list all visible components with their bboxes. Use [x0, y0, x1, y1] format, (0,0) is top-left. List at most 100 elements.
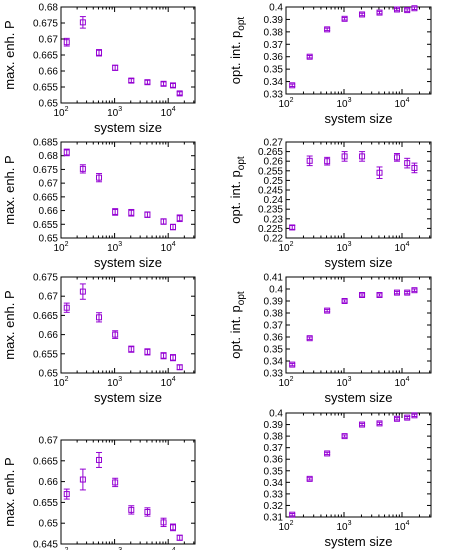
chart-4-ytick-label: 0.65 [39, 369, 59, 380]
chart-0-ytick-label: 0.67 [39, 35, 59, 46]
chart-3-xtick-label: 103 [336, 241, 351, 254]
chart-4-marker [128, 346, 135, 353]
chart-4-marker [63, 304, 70, 311]
chart-5-ytick-label: 0.4 [269, 285, 283, 296]
chart-5-marker [411, 287, 418, 294]
chart-1-ytick-label: 0.36 [264, 52, 284, 63]
chart-4-xtick-label: 103 [107, 376, 122, 389]
chart-1-ytick-label: 0.35 [264, 65, 284, 76]
chart-6-ytick-label: 0.66 [39, 477, 59, 488]
chart-3-ytick-label: 0.255 [258, 166, 283, 177]
chart-7-data-point [306, 475, 313, 482]
chart-4-frame [60, 276, 196, 374]
chart-2-data-point [169, 223, 176, 231]
chart-5-data-point [341, 298, 348, 304]
chart-3-xlabel: system size [325, 255, 393, 270]
chart-1-data-point [411, 5, 418, 12]
chart-4-data-point [128, 345, 135, 353]
chart-4-ytick-label: 0.675 [33, 273, 58, 284]
chart-4-xtick-label: 102 [53, 376, 68, 389]
chart-4-ylabel: max. enh. P [2, 290, 17, 359]
chart-7-marker [393, 415, 400, 422]
chart-3-ytick-label: 0.225 [258, 224, 283, 235]
chart-1-marker [411, 5, 418, 12]
chart-6-panel: 0.6450.650.6550.660.6650.67102103104syst… [2, 436, 196, 550]
chart-5-xlabel: system size [325, 390, 393, 405]
chart-6-ylabel: max. enh. P [2, 457, 17, 526]
chart-4-marker [169, 354, 176, 361]
chart-5-ytick-label: 0.38 [264, 309, 284, 320]
chart-5-ytick-label: 0.37 [264, 321, 284, 332]
chart-0-marker [176, 90, 183, 97]
chart-4-data-point [169, 354, 176, 362]
chart-6-data-point [128, 505, 135, 515]
chart-6-ytick-label: 0.665 [33, 456, 58, 467]
chart-7-marker [404, 414, 411, 421]
chart-3-data-point [341, 151, 348, 162]
chart-3-ytick-label: 0.22 [264, 234, 284, 245]
chart-5-xtick-label: 104 [394, 376, 409, 389]
chart-3-data-point [411, 162, 418, 174]
chart-2-xtick-label: 104 [161, 241, 176, 254]
chart-1-xlabel: system size [325, 111, 393, 126]
chart-3-ytick-label: 0.235 [258, 205, 283, 216]
chart-6-ytick-label: 0.65 [39, 519, 59, 530]
chart-5-marker [289, 361, 296, 368]
chart-7-data-point [359, 421, 366, 428]
chart-5-data-point [306, 335, 313, 342]
chart-2-ytick-label: 0.655 [33, 220, 58, 231]
chart-4-data-point [79, 283, 86, 300]
chart-3-data-point [289, 224, 296, 231]
chart-0-data-point [63, 37, 70, 47]
chart-6-ytick-label: 0.645 [33, 540, 58, 550]
chart-6-data-point [96, 451, 103, 468]
chart-4-ytick-label: 0.67 [39, 292, 59, 303]
chart-3-data-point [393, 153, 400, 162]
chart-3-marker [393, 154, 400, 161]
chart-5-data-point [324, 307, 331, 314]
chart-1-ytick-label: 0.37 [264, 40, 284, 51]
chart-3-ytick-label: 0.27 [264, 138, 284, 149]
chart-2-marker [169, 224, 176, 231]
chart-6-marker [128, 506, 135, 513]
chart-2-data-point [79, 164, 86, 174]
chart-7-xtick-label: 102 [278, 520, 293, 533]
chart-5-ytick-label: 0.39 [264, 297, 284, 308]
chart-0-data-point [169, 82, 176, 89]
chart-1-xtick-label: 104 [394, 97, 409, 110]
chart-6-data-point [160, 517, 167, 528]
chart-2-data-point [128, 208, 135, 217]
chart-0-data-point [160, 80, 167, 87]
chart-3-marker [289, 224, 296, 231]
chart-5-ytick-label: 0.35 [264, 345, 284, 356]
chart-4-marker [96, 314, 103, 321]
chart-2-ytick-label: 0.665 [33, 192, 58, 203]
chart-6-data-point [176, 534, 183, 541]
chart-5-ytick-label: 0.41 [264, 273, 284, 284]
chart-4-marker [79, 288, 86, 295]
chart-3-marker [306, 157, 313, 164]
chart-2-marker [63, 149, 70, 156]
chart-4-marker [144, 348, 151, 355]
chart-3-ytick-label: 0.25 [264, 176, 284, 187]
chart-5-marker [306, 335, 313, 342]
chart-2-ytick-label: 0.675 [33, 165, 58, 176]
chart-3-marker [324, 158, 331, 165]
chart-3-marker [411, 164, 418, 171]
chart-5-marker [393, 289, 400, 296]
chart-6-marker [169, 524, 176, 531]
chart-1-ytick-label: 0.33 [264, 90, 284, 101]
chart-7-ytick-label: 0.33 [264, 489, 284, 500]
chart-1-ytick-label: 0.38 [264, 27, 284, 38]
chart-0-panel: 0.65 0.655 0.66 0.665 0.67 0.675 0.68 102 103 104… [2, 3, 196, 135]
chart-5-ytick-label: 0.34 [264, 357, 284, 368]
chart-3-ytick-label: 0.265 [258, 147, 283, 158]
chart-2-marker [112, 208, 119, 215]
chart-1-marker [341, 15, 348, 22]
chart-7-data-point [376, 420, 383, 427]
chart-3-ytick-label: 0.26 [264, 157, 284, 168]
chart-4-data-point [176, 364, 183, 371]
chart-7-xlabel: system size [325, 534, 393, 549]
chart-7-ytick-label: 0.37 [264, 443, 284, 454]
